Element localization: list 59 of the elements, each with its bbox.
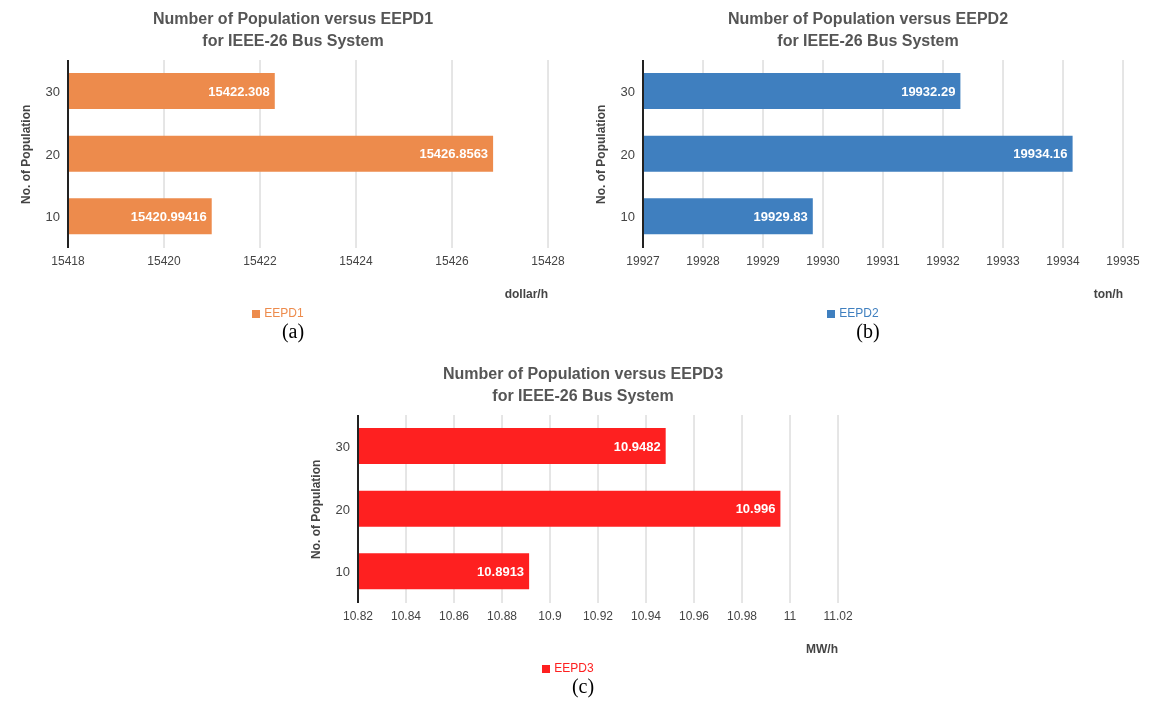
x-tick-label: 11.02 — [823, 608, 853, 623]
x-tick-label: 19933 — [986, 253, 1021, 268]
y-axis-title: No. of Population — [594, 104, 609, 204]
data-label: 10.9482 — [613, 438, 661, 454]
text: (b) — [855, 320, 881, 342]
x-tick-label: 10.82 — [342, 608, 374, 623]
y-tick-label: 20 — [45, 146, 60, 162]
x-tick-label: 11 — [783, 608, 797, 623]
y-tick-label: 20 — [335, 501, 350, 517]
y-tick-label: 30 — [620, 83, 635, 99]
text: (a) — [280, 320, 306, 342]
x-tick-label: 19929 — [746, 253, 781, 268]
x-tick-label: 10.86 — [438, 608, 470, 623]
data-label: 19934.16 — [1013, 146, 1068, 162]
data-label: 19932.29 — [901, 83, 956, 99]
y-tick-label: 10 — [45, 209, 60, 225]
data-label: 15420.99416 — [130, 208, 207, 224]
chart-title: Number of Population versus EEPD2 for IEEE-26 Bus System — [726, 9, 1010, 51]
x-tick-label: 10.84 — [390, 608, 422, 623]
y-tick-label: 10 — [335, 564, 350, 580]
y-tick-label: 30 — [45, 83, 60, 99]
x-axis-title: dollar/h — [504, 287, 548, 301]
x-tick-label: 19928 — [686, 253, 721, 268]
x-tick-label: 19935 — [1106, 253, 1141, 268]
x-tick-label: 15422 — [243, 253, 278, 268]
x-tick-label: 15426 — [435, 253, 470, 268]
chart-title: Number of Population versus EEPD3 for IEEE-26 Bus System — [441, 364, 725, 406]
data-label: 15422.308 — [208, 83, 270, 99]
data-label: 10.996 — [735, 501, 776, 517]
x-tick-label: 15424 — [339, 253, 374, 268]
legend-label: EEPD3 — [554, 661, 594, 675]
x-tick-label: 15428 — [531, 253, 566, 268]
chart-title: Number of Population versus EEPD1 for IEEE-26 Bus System — [151, 9, 435, 51]
x-tick-label: 19932 — [926, 253, 961, 268]
legend-label: EEPD1 — [264, 306, 304, 320]
x-tick-label: 10.94 — [630, 608, 662, 623]
text: (c) — [570, 675, 596, 697]
x-axis-title: MW/h — [806, 642, 838, 656]
x-tick-label: 10.92 — [582, 608, 614, 623]
y-axis-title: No. of Population — [309, 459, 324, 559]
x-tick-label: 15418 — [51, 253, 86, 268]
x-tick-label: 15420 — [147, 253, 182, 268]
data-label: 15426.8563 — [419, 146, 489, 162]
x-tick-label: 19927 — [626, 253, 661, 268]
x-tick-label: 10.9 — [538, 608, 562, 623]
data-label: 19929.83 — [753, 208, 808, 224]
x-tick-label: 10.96 — [678, 608, 710, 623]
y-tick-label: 30 — [335, 438, 350, 454]
y-tick-label: 10 — [620, 209, 635, 225]
legend-label: EEPD2 — [839, 306, 879, 320]
y-tick-label: 20 — [620, 146, 635, 162]
x-tick-label: 10.98 — [726, 608, 758, 623]
data-label: 10.8913 — [477, 563, 525, 579]
x-tick-label: 19934 — [1046, 253, 1081, 268]
x-tick-label: 19930 — [806, 253, 841, 268]
x-axis-title: ton/h — [1093, 287, 1123, 301]
x-tick-label: 10.88 — [486, 608, 518, 623]
x-tick-label: 19931 — [866, 253, 901, 268]
y-axis-title: No. of Population — [19, 104, 34, 204]
